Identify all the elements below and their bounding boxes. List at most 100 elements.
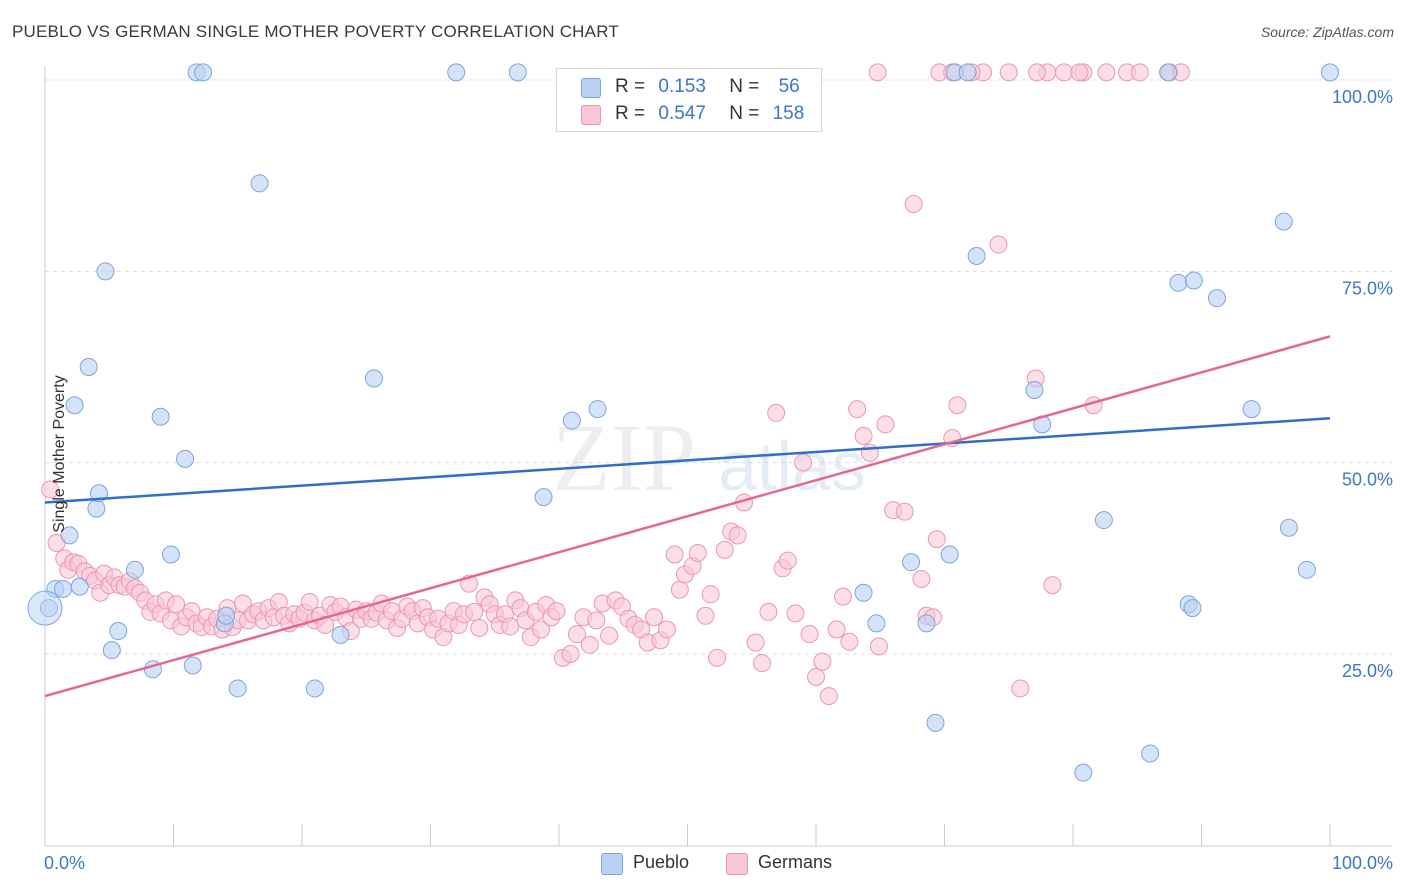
germans-point-145: [860, 443, 879, 462]
germans-point-147: [876, 415, 895, 434]
trend-lines: [44, 335, 1331, 698]
pueblo-point-17: [183, 656, 202, 675]
pueblo-point-14: [151, 407, 170, 426]
germans-point-120: [688, 543, 707, 562]
germans-point-130: [759, 602, 778, 621]
pueblo-point-26: [364, 369, 383, 388]
germans-point-156: [948, 396, 967, 415]
germans-r-value: 0.547: [658, 103, 706, 124]
germans-point-176: [1070, 63, 1089, 82]
germans-points: [41, 63, 1190, 706]
germans-point-175: [1055, 63, 1074, 82]
y-tick-label-100: 100.0%: [1332, 87, 1393, 107]
germans-point-83: [470, 618, 489, 637]
gridlines: [45, 79, 1392, 655]
pueblo-point-29: [534, 488, 553, 507]
germans-point-163: [1043, 576, 1062, 595]
germans-point-116: [665, 545, 684, 564]
germans-point-50: [300, 592, 319, 611]
germans-point-154: [927, 530, 946, 549]
germans-point-174: [1028, 63, 1047, 82]
germans-point-24: [167, 595, 186, 614]
watermark-atlas: atlas: [718, 427, 866, 505]
pueblo-point-30: [562, 411, 581, 430]
germans-swatch: [581, 105, 601, 125]
pueblo-point-21: [217, 606, 236, 625]
chart-title: PUEBLO VS GERMAN SINGLE MOTHER POVERTY C…: [12, 22, 619, 41]
pueblo-point-9: [96, 262, 115, 281]
germans-point-144: [854, 426, 873, 445]
pueblo-point-16: [176, 449, 195, 468]
pueblo-point-10: [102, 641, 121, 660]
pueblo-stats: R = 0.153 N = 56: [615, 76, 800, 98]
pueblo-point-27: [447, 63, 466, 82]
germans-point-170: [868, 63, 887, 82]
pueblo-point-40: [967, 247, 986, 266]
pueblo-point-23: [250, 174, 269, 193]
pueblo-point-28: [508, 63, 527, 82]
germans-point-139: [819, 687, 838, 706]
pueblo-point-31: [588, 400, 607, 419]
germans-point-146: [869, 637, 888, 656]
germans-trend-line: [44, 335, 1331, 698]
pueblo-point-4: [60, 526, 79, 545]
pueblo-trend-line: [44, 417, 1331, 504]
germans-point-140: [827, 620, 846, 639]
germans-point-150: [904, 194, 923, 213]
germans-point-89: [501, 617, 520, 636]
germans-point-126: [728, 526, 747, 545]
pueblo-point-7: [87, 499, 106, 518]
germans-point-98: [547, 602, 566, 621]
germans-point-143: [848, 400, 867, 419]
pueblo-point-24: [305, 679, 324, 698]
pueblo-n-label: N =: [729, 76, 760, 97]
x-tick-label-0: 0.0%: [44, 853, 85, 873]
germans-point-141: [833, 587, 852, 606]
germans-point-137: [807, 667, 825, 686]
pueblo-point-33: [867, 614, 886, 633]
pueblo-point-3: [65, 396, 84, 415]
x-tick-label-100: 100.0%: [1332, 853, 1393, 873]
pueblo-point-36: [926, 713, 945, 732]
tick-labels: 25.0% 50.0% 75.0% 100.0% 0.0% 100.0%: [44, 87, 1393, 873]
germans-legend-label: Germans: [758, 852, 833, 872]
pueblo-point-44: [1094, 511, 1113, 530]
watermark: ZIP atlas: [552, 404, 866, 511]
source-label: Source: ZipAtlas.com: [1260, 24, 1394, 40]
germans-point-142: [840, 632, 859, 651]
pueblo-point-43: [1074, 763, 1093, 782]
pueblo-swatch: [581, 78, 601, 98]
germans-point-122: [701, 585, 720, 604]
pueblo-point-5: [70, 577, 89, 596]
pueblo-point-large: [27, 590, 63, 626]
germans-point-131: [767, 403, 786, 422]
pueblo-point-34: [902, 553, 921, 572]
germans-point-167: [1130, 63, 1149, 82]
pueblo-legend-label: Pueblo: [633, 852, 690, 872]
legend-stats: R = 0.153 N = 56 R = 0.547 N = 158: [556, 68, 822, 132]
pueblo-n-value: 56: [778, 76, 800, 97]
germans-point-124: [715, 540, 734, 559]
germans-point-121: [696, 606, 715, 625]
germans-point-115: [657, 620, 676, 639]
germans-point-136: [800, 625, 819, 644]
germans-point-177: [1097, 63, 1116, 82]
pueblo-point-19: [194, 63, 213, 82]
pueblo-point-11: [109, 622, 128, 641]
germans-point-138: [813, 652, 832, 671]
pueblo-legend-swatch: [601, 853, 623, 875]
axes: [44, 66, 1392, 847]
y-tick-label-75: 75.0%: [1342, 278, 1393, 298]
pueblo-point-32: [854, 583, 873, 602]
germans-n-label: N =: [729, 103, 760, 124]
pueblo-r-value: 0.153: [658, 76, 706, 97]
pueblo-point-51: [1207, 289, 1226, 308]
pueblo-point-22: [228, 679, 247, 698]
germans-point-104: [587, 611, 606, 630]
germans-point-123: [708, 648, 727, 667]
pueblo-point-12: [125, 560, 144, 579]
pueblo-point-41: [1025, 380, 1044, 399]
germans-point-101: [567, 625, 586, 644]
pueblo-point-15: [161, 545, 180, 564]
